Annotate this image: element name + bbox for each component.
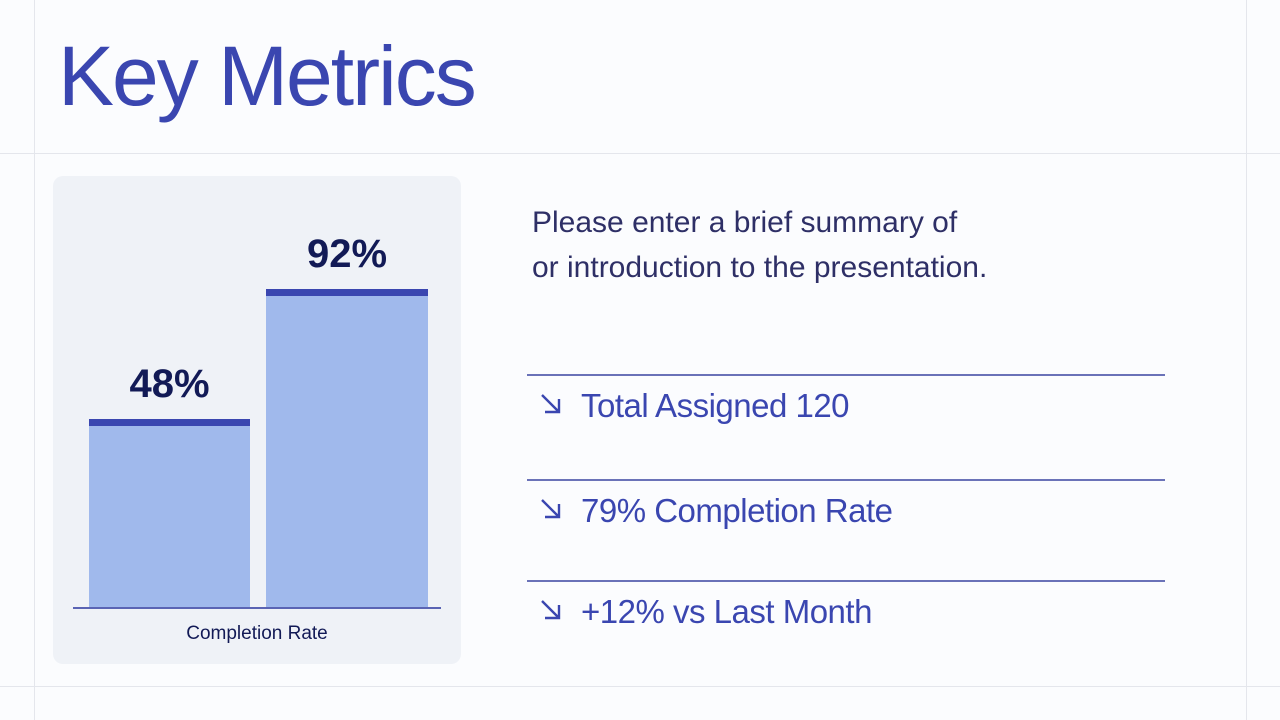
summary-line: Please enter a brief summary of xyxy=(532,206,958,239)
metric-item: Total Assigned 120 xyxy=(527,374,1165,436)
metric-text: Total Assigned 120 xyxy=(581,387,850,424)
chart-x-axis-label: Completion Rate xyxy=(186,623,328,644)
slide-title: Key Metrics xyxy=(58,29,477,123)
summary-text: Please enter a brief summary of or intro… xyxy=(532,200,1132,290)
metric-text: +12% vs Last Month xyxy=(581,593,872,630)
bar-value-label: 48% xyxy=(129,362,210,406)
metric-item: +12% vs Last Month xyxy=(527,580,1165,642)
arrow-down-right-icon xyxy=(541,600,561,620)
arrow-down-right-icon xyxy=(541,499,561,519)
grid-line-bottom xyxy=(0,686,1280,687)
bar-value-label: 92% xyxy=(306,232,388,276)
summary-line: or introduction to the presentation. xyxy=(532,251,988,284)
arrow-down-right-icon xyxy=(541,394,561,414)
metric-item: 79% Completion Rate xyxy=(527,479,1165,541)
grid-line-right xyxy=(1246,0,1247,720)
chart-bar xyxy=(266,289,428,607)
chart-bar xyxy=(89,419,250,607)
chart-card: 48% 92% Completion Rate xyxy=(53,176,461,664)
grid-line-left xyxy=(34,0,35,720)
grid-line-top xyxy=(0,153,1280,154)
chart-baseline xyxy=(73,607,441,609)
metric-text: 79% Completion Rate xyxy=(581,492,893,529)
